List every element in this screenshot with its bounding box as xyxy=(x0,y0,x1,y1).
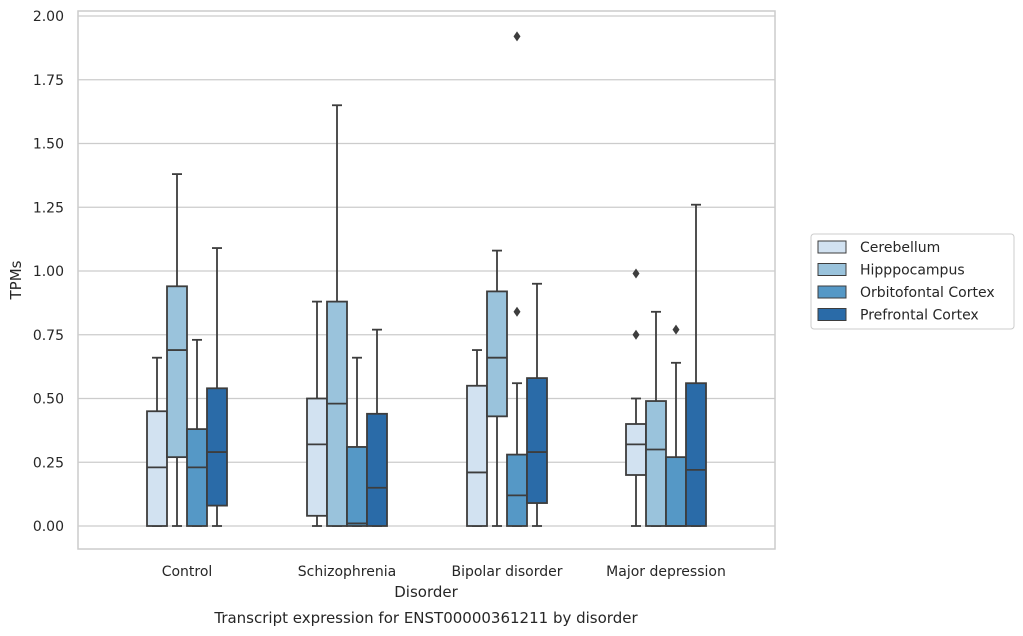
box-group xyxy=(685,203,707,527)
box xyxy=(326,300,348,527)
y-tick-labels: 0.00 0.25 0.50 0.75 1.00 1.25 1.50 1.75 2.00 xyxy=(33,9,64,535)
box-group xyxy=(526,282,548,527)
box xyxy=(146,410,168,527)
box-group xyxy=(366,328,388,527)
legend-swatch xyxy=(817,308,847,321)
box xyxy=(645,400,667,527)
box-group xyxy=(326,104,348,527)
y-tick-label: 1.75 xyxy=(33,73,64,89)
legend-swatch xyxy=(817,240,847,254)
box-group xyxy=(206,247,228,527)
box-group xyxy=(486,249,508,527)
legend: Cerebellum Hipppocampus Orbitofontal Corte… xyxy=(810,233,1015,330)
box xyxy=(466,384,488,527)
plot-frame xyxy=(77,10,776,550)
outlier-point xyxy=(513,306,521,317)
legend-swatch xyxy=(817,263,847,276)
y-tick-label: 0.50 xyxy=(33,392,64,408)
x-tick-label: Schizophrenia xyxy=(298,564,396,580)
box-group xyxy=(665,324,687,527)
box-group xyxy=(306,300,328,527)
box-group xyxy=(645,310,667,527)
y-tick-label: 0.25 xyxy=(33,455,64,471)
outlier-point xyxy=(513,31,521,42)
box-group xyxy=(166,173,188,527)
box xyxy=(506,453,528,527)
box xyxy=(665,456,687,527)
y-tick-label: 2.00 xyxy=(33,9,64,25)
chart-caption: Transcript expression for ENST0000036121… xyxy=(213,609,638,627)
box xyxy=(486,290,508,418)
box xyxy=(186,428,208,527)
legend-label: Prefrontal Cortex xyxy=(860,308,979,324)
box xyxy=(366,412,388,527)
box-group xyxy=(466,349,488,527)
y-tick-label: 0.75 xyxy=(33,328,64,344)
legend-label: Hipppocampus xyxy=(860,263,965,279)
outlier-point xyxy=(672,324,680,335)
outlier-point xyxy=(632,268,640,279)
box xyxy=(526,377,548,504)
box-group xyxy=(506,31,528,527)
box-group xyxy=(625,268,647,527)
box xyxy=(206,387,228,507)
x-tick-label: Major depression xyxy=(606,564,726,580)
x-axis-label: Disorder xyxy=(394,583,458,601)
y-tick-label: 1.00 xyxy=(33,264,64,280)
y-axis-label: TPMs xyxy=(7,260,25,300)
y-tick-label: 0.00 xyxy=(33,519,64,535)
x-tick-labels: Control Schizophrenia Bipolar disorder Majo… xyxy=(162,564,726,580)
legend-swatch xyxy=(817,285,847,299)
x-tick-label: Control xyxy=(162,564,213,580)
y-tick-label: 1.50 xyxy=(33,137,64,153)
box-series-layer xyxy=(146,31,707,527)
box xyxy=(346,446,368,527)
box-group xyxy=(146,356,168,527)
box xyxy=(306,397,328,517)
outlier-point xyxy=(632,329,640,340)
box-group xyxy=(346,356,368,527)
legend-frame xyxy=(810,233,1015,330)
box-group xyxy=(186,338,208,527)
y-tick-label: 1.25 xyxy=(33,200,64,216)
x-tick-label: Bipolar disorder xyxy=(451,564,562,580)
box xyxy=(685,382,707,527)
box xyxy=(166,285,188,459)
legend-label: Cerebellum xyxy=(860,240,940,256)
legend-label: Orbitofontal Cortex xyxy=(860,285,995,301)
box xyxy=(625,423,647,476)
